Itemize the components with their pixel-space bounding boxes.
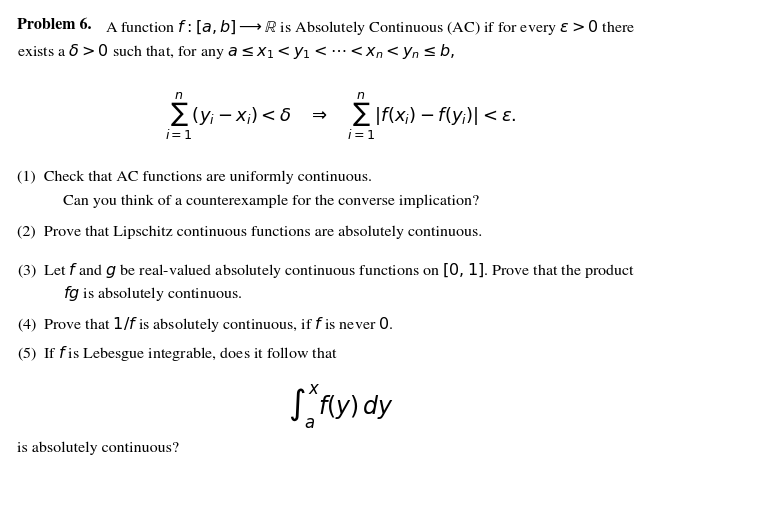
Text: (1)  Check that AC functions are uniformly continuous.: (1) Check that AC functions are uniforml… [18, 171, 372, 184]
Text: $fg$ is absolutely continuous.: $fg$ is absolutely continuous. [63, 284, 242, 303]
Text: A function $f : [a, b] \longrightarrow \mathbb{R}$ is Absolutely Continuous (AC): A function $f : [a, b] \longrightarrow \… [18, 18, 636, 37]
Text: (5)  If $f$ is Lebesgue integrable, does it follow that: (5) If $f$ is Lebesgue integrable, does … [18, 344, 338, 363]
Text: (3)  Let $f$ and $g$ be real-valued absolutely continuous functions on $[0, 1]$.: (3) Let $f$ and $g$ be real-valued absol… [18, 261, 636, 280]
Text: $\sum_{i=1}^{n}(y_i - x_i) < \delta \quad \Rightarrow \quad \sum_{i=1}^{n}\left|: $\sum_{i=1}^{n}(y_i - x_i) < \delta \qua… [165, 90, 516, 142]
Text: (2)  Prove that Lipschitz continuous functions are absolutely continuous.: (2) Prove that Lipschitz continuous func… [18, 226, 483, 239]
Text: Can you think of a counterexample for the converse implication?: Can you think of a counterexample for th… [63, 195, 479, 208]
Text: exists a $\delta > 0$ such that, for any $a \leq x_1 < y_1 < \cdots < x_n < y_n : exists a $\delta > 0$ such that, for any… [18, 42, 455, 61]
Text: $\int_{a}^{x} f(y)\, dy$: $\int_{a}^{x} f(y)\, dy$ [287, 383, 393, 431]
Text: Problem 6.: Problem 6. [18, 18, 92, 32]
Text: (4)  Prove that $1/f$ is absolutely continuous, if $f$ is never $0$.: (4) Prove that $1/f$ is absolutely conti… [18, 315, 393, 334]
Text: is absolutely continuous?: is absolutely continuous? [18, 441, 180, 455]
